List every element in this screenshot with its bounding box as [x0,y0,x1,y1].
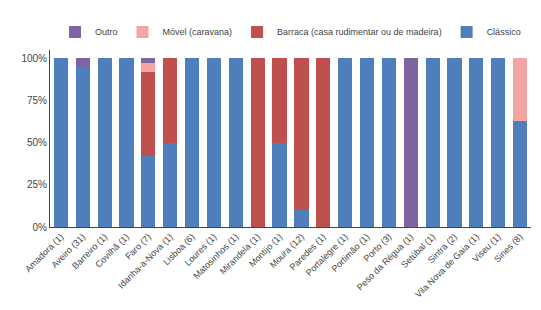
svg-text:Paredes (1): Paredes (1) [288,232,328,272]
svg-text:50%: 50% [27,137,47,148]
svg-text:Mirandela (1): Mirandela (1) [218,232,263,277]
svg-text:Peso da Régua (1): Peso da Régua (1) [355,232,415,292]
svg-text:Porto (3): Porto (3) [362,232,394,264]
svg-text:Covilhã (1): Covilhã (1) [93,232,131,270]
svg-text:Clássico: Clássico [487,27,521,37]
svg-text:Outro: Outro [95,27,118,37]
svg-text:Móvel (caravana): Móvel (caravana) [163,27,233,37]
svg-text:Viseu (1): Viseu (1) [470,232,502,264]
svg-text:Moura (12): Moura (12) [268,232,306,270]
svg-text:Barreiro (1): Barreiro (1) [70,232,109,271]
svg-text:Faro (7): Faro (7) [123,232,153,262]
svg-text:Barraca (casa rudimentar ou de: Barraca (casa rudimentar ou de madeira) [277,27,442,37]
svg-text:Loures (1): Loures (1) [182,232,218,268]
svg-text:Sintra (2): Sintra (2) [426,232,459,265]
svg-text:Portalegre (1): Portalegre (1) [304,232,350,278]
svg-text:Idanha-a-Nova (1): Idanha-a-Nova (1) [116,232,175,291]
svg-text:Aveiro (31): Aveiro (31) [49,232,87,270]
svg-text:Setúbal (1): Setúbal (1) [399,232,437,270]
svg-text:Matosinhos (1): Matosinhos (1) [191,232,240,281]
svg-text:25%: 25% [27,179,47,190]
svg-text:75%: 75% [27,95,47,106]
svg-text:Vila Nova de Gaia (1): Vila Nova de Gaia (1) [413,232,481,300]
svg-text:Sines (8): Sines (8) [492,232,525,265]
svg-text:100%: 100% [21,53,47,64]
svg-text:Portimão (1): Portimão (1) [330,232,372,274]
svg-text:0%: 0% [33,222,48,233]
svg-text:Amadora (1): Amadora (1) [23,232,65,274]
svg-text:Lisboa (6): Lisboa (6) [161,232,196,267]
svg-text:Montijo (1): Montijo (1) [247,232,284,269]
